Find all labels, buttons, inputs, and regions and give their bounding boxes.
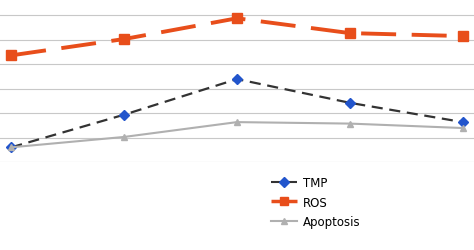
Legend: TMP, ROS, Apoptosis: TMP, ROS, Apoptosis bbox=[266, 172, 365, 233]
